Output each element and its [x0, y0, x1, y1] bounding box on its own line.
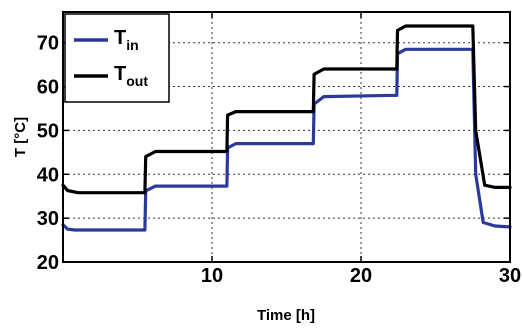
- y-tick-label: 40: [37, 164, 59, 186]
- legend-box: [64, 13, 170, 103]
- y-tick-label: 70: [37, 33, 59, 55]
- y-tick-label: 20: [37, 252, 59, 274]
- series-line-t-in: [61, 47, 512, 232]
- legend-label-t-in: Tin: [114, 27, 139, 53]
- y-tick-label: 60: [37, 77, 59, 99]
- legend-label-t-out: Tout: [114, 63, 148, 89]
- y-tick-label: 50: [37, 120, 59, 142]
- series-line-t-out: [61, 24, 512, 195]
- plot-frame: [62, 11, 511, 263]
- x-axis-label: Time [h]: [257, 307, 315, 324]
- tick-labels: 10 20 30 20 30 40 50 60 70: [37, 33, 521, 287]
- legend-label-t-in-sub: in: [126, 37, 138, 53]
- legend-label-t-out-sub: out: [126, 73, 148, 89]
- series-lines: [61, 24, 512, 232]
- x-tick-label: 30: [499, 265, 521, 287]
- legend: Tin Tout: [64, 13, 170, 103]
- legend-label-t-in-main: T: [114, 27, 126, 49]
- x-tick-label: 10: [201, 265, 223, 287]
- x-tick-label: 20: [350, 265, 372, 287]
- y-axis-label: T [°C]: [12, 117, 29, 157]
- legend-label-t-out-main: T: [114, 63, 126, 85]
- y-tick-label: 30: [37, 208, 59, 230]
